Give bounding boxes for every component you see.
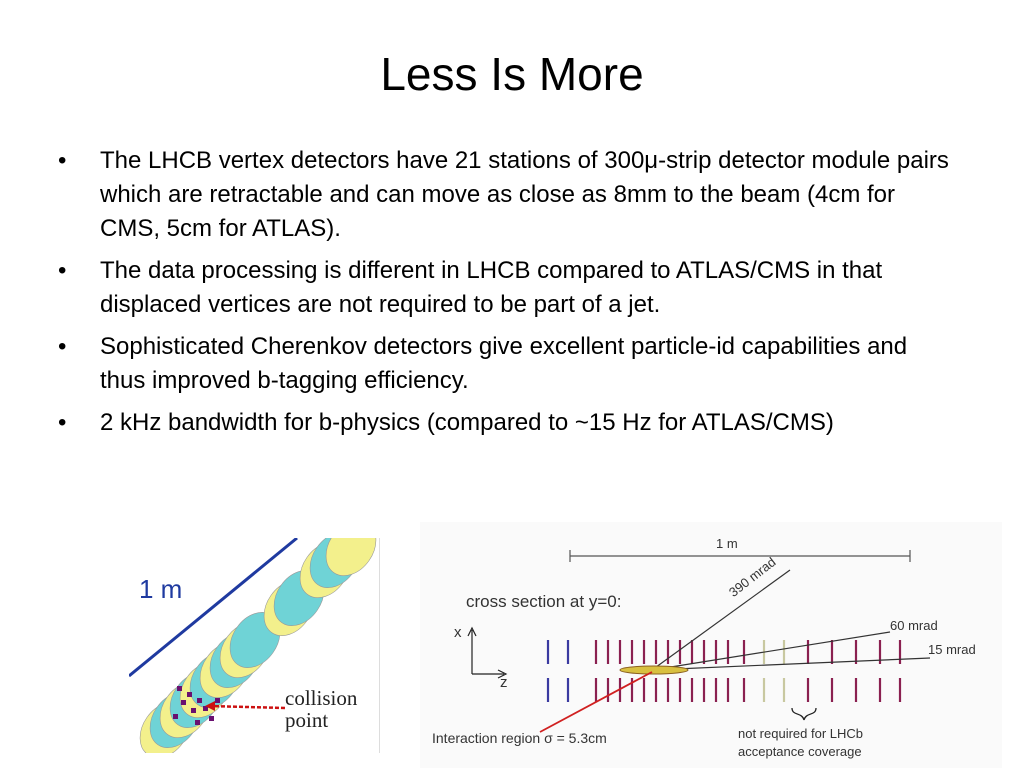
point-label: point xyxy=(285,708,329,732)
bullet-symbol: • xyxy=(58,409,67,436)
bullet-item: • The LHCB vertex detectors have 21 stati… xyxy=(58,144,958,246)
bullet-symbol: • xyxy=(58,333,67,360)
acceptance-coverage-label: acceptance coverage xyxy=(738,744,862,759)
cross-section-drawing xyxy=(467,550,931,733)
vertex-detector-drawing xyxy=(129,538,377,753)
axis-x-label: x xyxy=(454,624,462,641)
bullet-text: Sophisticated Cherenkov detectors give e… xyxy=(100,333,908,394)
left-scale-label: 1 m xyxy=(139,574,183,604)
angle-60-label: 60 mrad xyxy=(890,618,938,633)
bullet-list: • The LHCB vertex detectors have 21 stati… xyxy=(58,144,958,448)
beam-scale-line xyxy=(129,538,298,678)
scale-bar xyxy=(569,550,911,562)
collision-point-marker xyxy=(208,704,286,710)
axis-z-label: z xyxy=(500,674,508,691)
not-required-label: not required for LHCb xyxy=(738,726,864,741)
interaction-label: Interaction region σ = 5.3cm xyxy=(432,730,607,746)
angle-15-label: 15 mrad xyxy=(928,642,976,657)
detector-disks xyxy=(139,538,377,753)
bullet-item: • The data processing is different in LHC… xyxy=(58,254,958,322)
vertex-detector-figure: 1 m collision point xyxy=(129,538,380,753)
cross-section-figure: 1 m cross section at y=0: x z 390 mrad 6… xyxy=(420,522,1002,768)
collision-label: collision xyxy=(285,686,358,710)
collision-arrow-head xyxy=(205,701,215,711)
bullet-symbol: • xyxy=(58,257,67,284)
interaction-region xyxy=(619,665,689,675)
axes xyxy=(467,626,508,679)
cross-section-label: cross section at y=0: xyxy=(466,592,622,611)
right-scale-label: 1 m xyxy=(716,536,738,551)
bullet-symbol: • xyxy=(58,147,67,174)
acceptance-lines xyxy=(651,569,931,671)
collision-region-dots xyxy=(173,686,220,725)
brace xyxy=(791,707,817,721)
bullet-item: • 2 kHz bandwidth for b-physics (compared… xyxy=(58,406,958,440)
bullet-item: • Sophisticated Cherenkov detectors give … xyxy=(58,330,958,398)
bullet-text: The data processing is different in LHCB… xyxy=(100,257,883,318)
interaction-pointer xyxy=(539,671,653,733)
detector-strips xyxy=(546,640,902,702)
slide-title: Less Is More xyxy=(380,48,644,100)
bullet-text: The LHCB vertex detectors have 21 statio… xyxy=(100,147,949,242)
bullet-text: 2 kHz bandwidth for b-physics (compared … xyxy=(100,409,834,436)
